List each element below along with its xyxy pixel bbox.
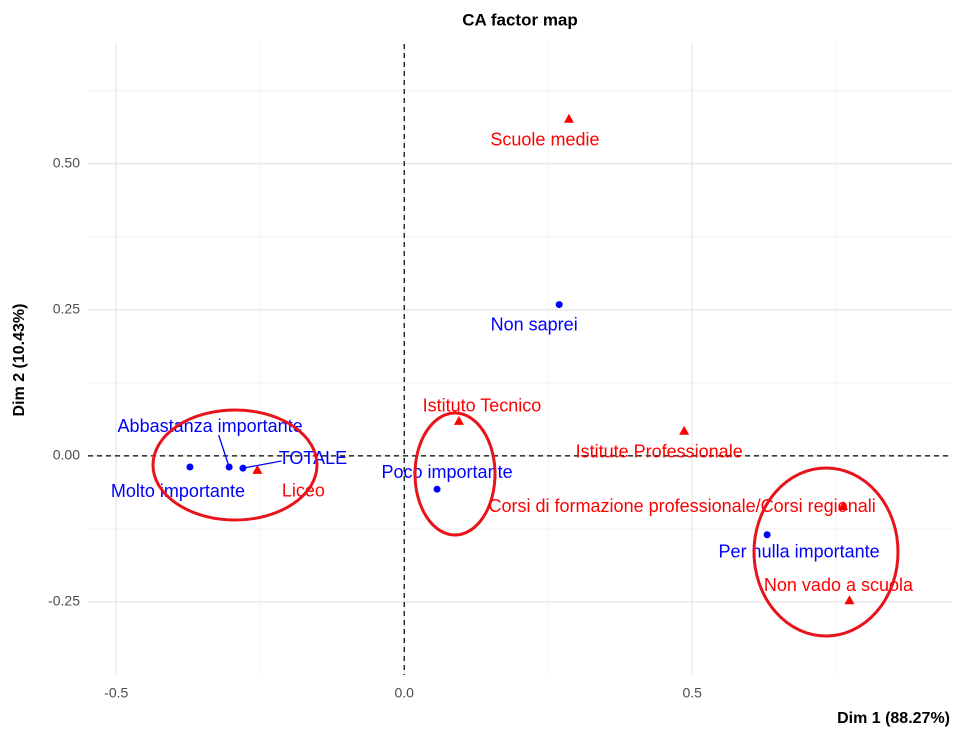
y-tick-label: 0.25	[53, 301, 80, 317]
point-label: Abbastanza importante	[118, 416, 303, 436]
point	[239, 464, 247, 472]
point	[225, 463, 233, 471]
point	[252, 464, 263, 474]
point-label: Liceo	[282, 481, 325, 501]
point-label: Scuole medie	[490, 130, 599, 150]
highlight-ellipse	[413, 411, 497, 537]
point-label: Corsi di formazione professionale/Corsi …	[489, 496, 876, 516]
point-label: Non saprei	[491, 314, 578, 334]
point	[555, 301, 563, 309]
chart-title: CA factor map	[462, 10, 578, 29]
point-label: Non vado a scuola	[764, 575, 914, 595]
point-label: Istitute Professionale	[576, 442, 743, 462]
leader-line	[218, 434, 230, 468]
point-label: Istituto Tecnico	[423, 396, 542, 416]
y-axis-label: Dim 2 (10.43%)	[11, 304, 28, 417]
point-label: Poco importante	[382, 462, 513, 482]
x-tick-label: 0.0	[394, 685, 414, 701]
point	[763, 531, 771, 539]
point	[563, 113, 574, 123]
point	[679, 425, 690, 435]
highlight-ellipse	[151, 408, 319, 522]
point-label: Molto importante	[111, 481, 245, 501]
highlight-ellipse	[752, 466, 900, 638]
point	[433, 485, 441, 493]
x-tick-label: -0.5	[104, 685, 128, 701]
grid	[88, 44, 952, 675]
y-tick-label: 0.00	[53, 447, 80, 463]
y-tick-label: -0.25	[48, 593, 80, 609]
point	[838, 501, 849, 511]
x-axis-label: Dim 1 (88.27%)	[837, 710, 950, 727]
point	[453, 415, 464, 425]
point-label: Per nulla importante	[719, 542, 880, 562]
x-tick-label: 0.5	[682, 685, 702, 701]
point	[844, 595, 855, 605]
y-tick-label: 0.50	[53, 154, 80, 170]
point-label: TOTALE	[279, 448, 347, 468]
leader-line	[242, 460, 282, 469]
point	[186, 463, 194, 471]
